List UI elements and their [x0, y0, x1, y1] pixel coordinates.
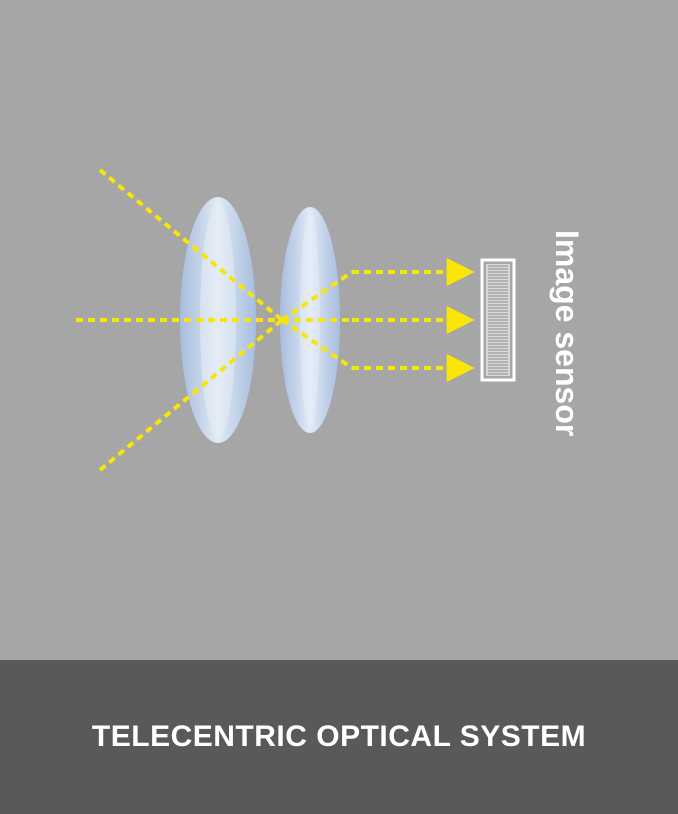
diagram-container: Image sensor TELECENTRIC OPTICAL SYSTEM — [0, 0, 678, 814]
diagram-area: Image sensor — [0, 0, 678, 660]
caption-bar: TELECENTRIC OPTICAL SYSTEM — [0, 660, 678, 814]
caption-text: TELECENTRIC OPTICAL SYSTEM — [92, 720, 586, 754]
image-sensor-label: Image sensor — [548, 230, 585, 436]
